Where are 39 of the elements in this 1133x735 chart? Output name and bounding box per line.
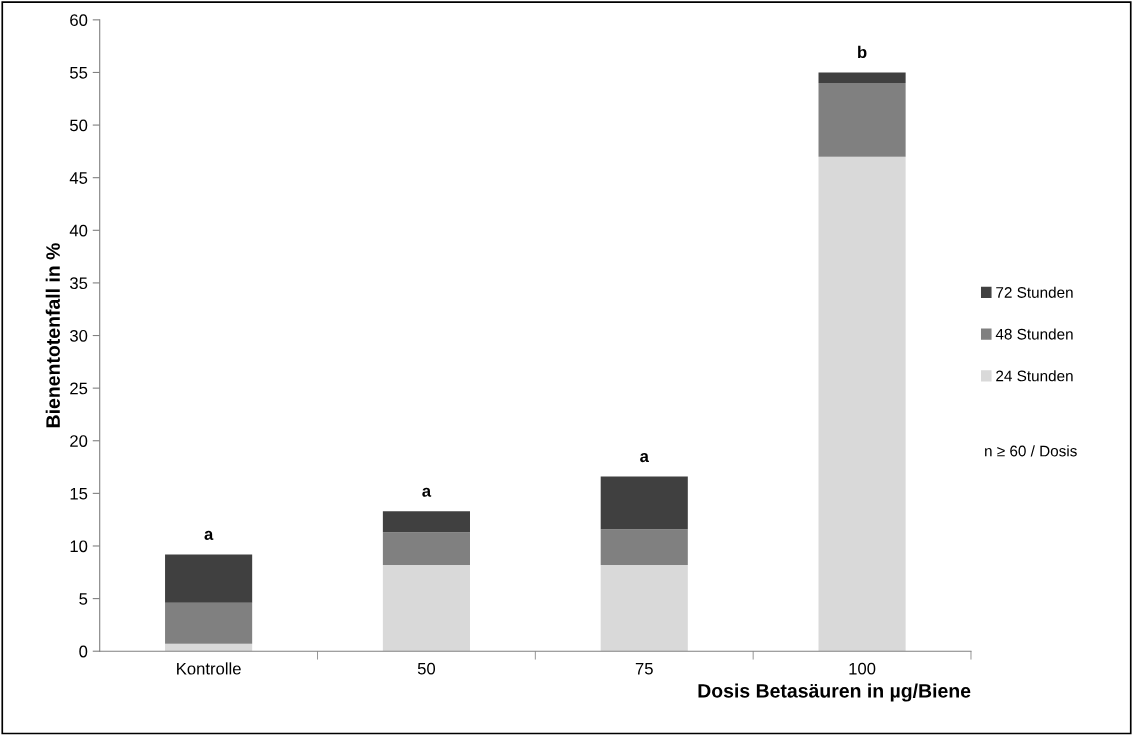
bar xyxy=(818,82,906,157)
y-tick-label: 0 xyxy=(79,645,88,658)
x-axis-title: Dosis Betasäuren in µg/Biene xyxy=(698,683,971,702)
y-tick-label: 60 xyxy=(70,14,88,27)
bar xyxy=(382,511,470,533)
annotation: a xyxy=(204,530,214,540)
text: n ≥ 60 / Dosis xyxy=(985,445,1077,457)
bar xyxy=(165,554,253,603)
legend-label: 24 Stunden xyxy=(996,370,1073,382)
annotation: a xyxy=(640,452,649,463)
legend-label: 48 Stunden xyxy=(995,328,1073,340)
annotation: a xyxy=(422,487,432,497)
y-tick-label: 25 xyxy=(70,382,88,395)
y-tick-label: 55 xyxy=(70,67,88,79)
y-tick-label: 20 xyxy=(70,435,88,447)
annotation: b xyxy=(858,45,867,59)
x-tick-label: 75 xyxy=(635,662,653,675)
y-axis-title: Bienentotenfall in % xyxy=(45,243,60,428)
y-tick-label: 10 xyxy=(70,540,88,553)
bar xyxy=(600,476,688,530)
y-tick-label: 40 xyxy=(69,224,88,237)
y-tick-label: 45 xyxy=(69,172,88,184)
y-tick-label: 5 xyxy=(79,593,88,605)
bar xyxy=(600,564,688,652)
x-tick-label: Kontrolle xyxy=(177,662,241,675)
y-tick-label: 15 xyxy=(70,487,88,500)
bar xyxy=(165,602,253,644)
bar xyxy=(600,529,688,565)
y-tick-label: 35 xyxy=(70,277,88,290)
bar xyxy=(382,532,470,565)
y-tick-label: 50 xyxy=(70,119,88,132)
x-tick-label: 50 xyxy=(417,662,436,675)
bar xyxy=(165,643,253,652)
bar xyxy=(382,564,470,652)
legend-label: 72 Stunden xyxy=(996,286,1073,298)
y-tick-label: 30 xyxy=(70,329,88,342)
x-tick-label: 100 xyxy=(849,662,876,675)
bar xyxy=(818,156,906,652)
bar xyxy=(818,72,906,83)
